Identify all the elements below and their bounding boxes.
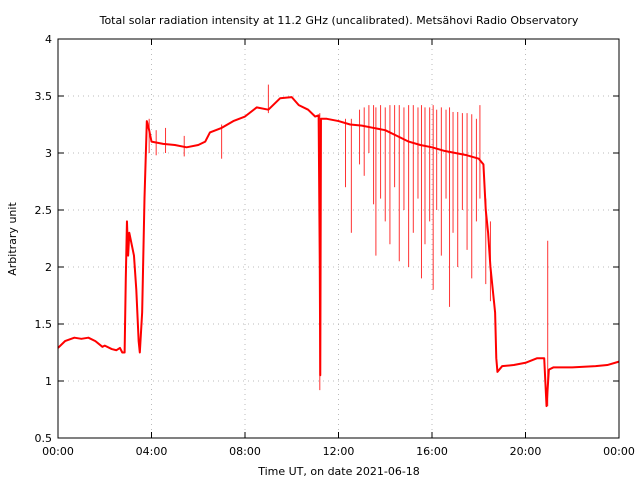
x-tick-label: 20:00: [510, 445, 542, 458]
chart-title: Total solar radiation intensity at 11.2 …: [99, 14, 579, 27]
ticks: 00:00 04:00 08:00 12:00 16:00 20:00 00:000.511…: [35, 33, 635, 458]
y-tick-label: 2: [45, 261, 52, 274]
y-tick-label: 4: [45, 33, 52, 46]
series-line: [57, 96, 620, 408]
y-axis-label: Arbitrary unit: [6, 202, 19, 276]
x-tick-label: 12:00: [323, 445, 355, 458]
x-tick-label: 04:00: [136, 445, 168, 458]
data-series: [57, 84, 620, 408]
x-tick-label: 08:00: [229, 445, 261, 458]
grid: [57, 38, 620, 439]
y-tick-label: 2.5: [35, 204, 53, 217]
plot-frame: [57, 38, 620, 439]
x-tick-label: 00:00: [603, 445, 635, 458]
x-tick-label: 00:00: [42, 445, 74, 458]
x-tick-label: 16:00: [416, 445, 448, 458]
y-tick-label: 3: [45, 147, 52, 160]
y-tick-label: 1: [45, 375, 52, 388]
y-tick-label: 0.5: [35, 432, 53, 445]
x-axis-label: Time UT, on date 2021-06-18: [257, 465, 420, 478]
y-tick-label: 3.5: [35, 90, 53, 103]
y-tick-label: 1.5: [35, 318, 53, 331]
